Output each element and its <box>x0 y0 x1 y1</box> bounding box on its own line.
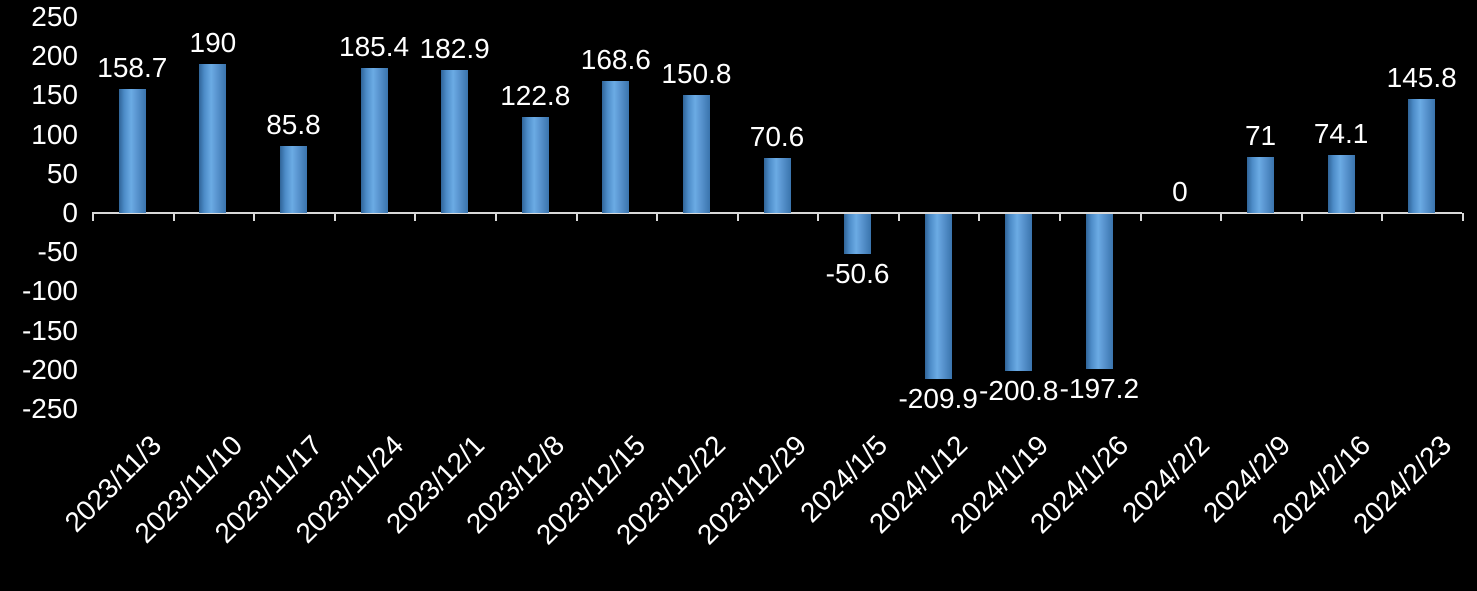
bar-value-label: 74.1 <box>1313 117 1369 149</box>
bar-value-label: 70.6 <box>749 120 805 152</box>
bar <box>1085 214 1113 369</box>
axis-tick-mark <box>1381 213 1384 221</box>
y-axis-tick-label: -200 <box>21 353 78 385</box>
bar-value-label: 185.4 <box>339 30 410 62</box>
y-axis-tick-label: 250 <box>31 1 78 32</box>
x-axis-category-label: 2024/2/2 <box>1116 429 1216 529</box>
bar <box>682 94 710 213</box>
y-axis-tick-label: -150 <box>21 314 78 346</box>
axis-tick-mark <box>1059 213 1062 221</box>
y-axis-tick-label: -250 <box>21 393 78 424</box>
axis-tick-mark <box>494 213 497 221</box>
bar-value-label: 182.9 <box>419 32 490 64</box>
bar-value-label: 168.6 <box>580 43 651 75</box>
axis-tick-mark <box>1139 213 1142 221</box>
axis-tick-mark <box>333 213 336 221</box>
bar <box>1247 157 1275 213</box>
y-axis-tick-label: 100 <box>31 118 78 150</box>
bar-value-label: 158.7 <box>97 51 168 83</box>
axis-tick-mark <box>575 213 578 221</box>
axis-tick-mark <box>172 213 175 221</box>
bar-value-label: 85.8 <box>266 108 321 140</box>
bar <box>1327 154 1355 213</box>
bar-value-label: 150.8 <box>661 57 732 89</box>
y-axis-tick-label: 200 <box>31 40 78 72</box>
axis-tick-mark <box>736 213 739 221</box>
bar <box>924 214 952 379</box>
bar-value-label: -197.2 <box>1059 372 1140 404</box>
axis-tick-mark <box>978 213 981 221</box>
bar-value-label: -200.8 <box>979 375 1059 407</box>
axis-tick-mark <box>92 213 94 221</box>
bar <box>118 88 146 213</box>
bar-value-label: 0 <box>1172 176 1188 207</box>
axis-tick-mark <box>414 213 417 221</box>
axis-tick-mark <box>897 213 900 221</box>
y-axis-tick-label: -50 <box>37 236 78 268</box>
bar <box>1005 214 1033 372</box>
bar-value-label: 122.8 <box>500 79 571 111</box>
bar-value-label: 71 <box>1244 120 1277 152</box>
axis-tick-mark <box>1300 213 1303 221</box>
y-axis-tick-label: 0 <box>62 197 78 228</box>
bar <box>441 69 469 213</box>
bar-value-label: 190 <box>189 27 237 59</box>
bar <box>360 67 388 213</box>
bar <box>279 145 307 213</box>
bar <box>763 157 791 213</box>
bar <box>1408 98 1436 213</box>
bar <box>844 214 872 254</box>
bar-value-label: 145.8 <box>1386 61 1457 93</box>
bar <box>521 116 549 213</box>
bar-value-label: -209.9 <box>898 382 978 414</box>
y-axis-tick-label: 50 <box>46 157 78 189</box>
bar-value-label: -50.6 <box>825 257 890 289</box>
y-axis-tick-label: 150 <box>31 79 78 111</box>
y-axis-tick-label: -100 <box>21 275 78 307</box>
bar <box>199 64 227 213</box>
axis-tick-mark <box>1462 213 1464 221</box>
axis-tick-mark <box>656 213 659 221</box>
x-axis-line <box>92 212 1462 214</box>
axis-tick-mark <box>817 213 820 221</box>
axis-tick-mark <box>1220 213 1223 221</box>
bar <box>602 80 630 213</box>
axis-tick-mark <box>253 213 256 221</box>
